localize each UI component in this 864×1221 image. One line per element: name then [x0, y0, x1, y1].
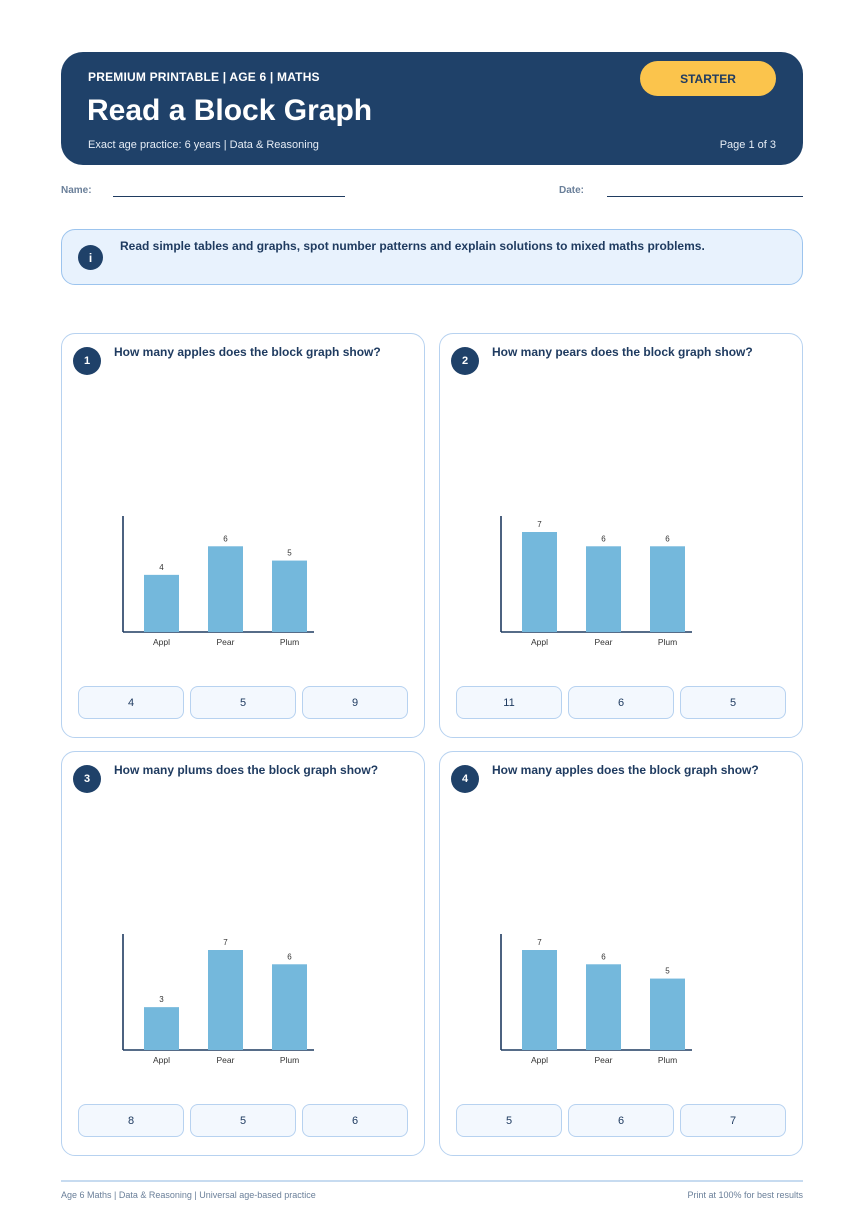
data-label: 6 [601, 952, 606, 961]
bar [144, 574, 179, 632]
data-label: 6 [665, 534, 670, 543]
header-subtitle: Exact age practice: 6 years | Data & Rea… [88, 139, 319, 151]
block-graph: 7 Appl 6 Pear 6 Plum [500, 516, 692, 647]
data-label: 3 [159, 995, 164, 1004]
question-text: How many apples does the block graph sho… [114, 345, 381, 359]
info-icon: i [78, 245, 103, 270]
bar [208, 546, 243, 632]
bar [586, 546, 621, 632]
level-badge: STARTER [640, 61, 776, 96]
x-tick-label: Plum [280, 1055, 299, 1065]
name-label: Name: [61, 185, 92, 196]
question-card: 2 How many pears does the block graph sh… [439, 333, 803, 738]
instructions-box: i Read simple tables and graphs, spot nu… [61, 229, 803, 285]
x-tick-label: Appl [153, 637, 170, 647]
footer-divider [61, 1180, 803, 1182]
bar [144, 1007, 179, 1050]
date-label: Date: [559, 185, 585, 196]
data-label: 7 [537, 938, 542, 947]
question-text: How many pears does the block graph show… [492, 345, 753, 359]
question-card: 1 How many apples does the block graph s… [61, 333, 425, 738]
answer-option[interactable]: 6 [568, 686, 674, 719]
x-tick-label: Pear [217, 1055, 235, 1065]
answer-option[interactable]: 6 [302, 1104, 408, 1137]
answer-option[interactable]: 9 [302, 686, 408, 719]
data-label: 6 [223, 534, 228, 543]
question-text: How many plums does the block graph show… [114, 763, 379, 777]
answer-option[interactable]: 4 [78, 686, 184, 719]
data-label: 5 [665, 967, 670, 976]
question-number: 2 [451, 347, 479, 375]
worksheet-header: PREMIUM PRINTABLE | AGE 6 | MATHS Read a… [61, 52, 803, 165]
x-tick-label: Plum [658, 1055, 677, 1065]
x-tick-label: Pear [217, 637, 235, 647]
date-line[interactable] [607, 196, 803, 197]
page-indicator: Page 1 of 3 [719, 139, 776, 151]
x-tick-label: Appl [531, 637, 548, 647]
bar [522, 532, 557, 632]
bar [208, 950, 243, 1050]
bar [522, 950, 557, 1050]
x-tick-label: Pear [595, 637, 613, 647]
question-number: 3 [73, 765, 101, 793]
answer-option[interactable]: 5 [456, 1104, 562, 1137]
data-label: 6 [601, 534, 606, 543]
question-number: 4 [451, 765, 479, 793]
bar [650, 978, 685, 1050]
instructions-text: Read simple tables and graphs, spot numb… [120, 239, 705, 253]
question-number: 1 [73, 347, 101, 375]
answer-option[interactable]: 8 [78, 1104, 184, 1137]
bar [586, 964, 621, 1050]
bar [272, 964, 307, 1050]
x-tick-label: Appl [153, 1055, 170, 1065]
question-text: How many apples does the block graph sho… [492, 763, 759, 777]
bar [272, 560, 307, 632]
answer-option[interactable]: 11 [456, 686, 562, 719]
block-graph: 3 Appl 7 Pear 6 Plum [122, 934, 314, 1065]
answer-option[interactable]: 5 [190, 686, 296, 719]
name-line[interactable] [113, 196, 345, 197]
answer-option[interactable]: 7 [680, 1104, 786, 1137]
block-graph: 7 Appl 6 Pear 5 Plum [500, 934, 692, 1065]
data-label: 6 [287, 952, 292, 961]
block-graph: 4 Appl 6 Pear 5 Plum [122, 516, 314, 647]
answer-option[interactable]: 6 [568, 1104, 674, 1137]
data-label: 7 [537, 520, 542, 529]
header-kicker: PREMIUM PRINTABLE | AGE 6 | MATHS [88, 70, 320, 84]
footer-text: Age 6 Maths | Data & Reasoning | Univers… [61, 1190, 316, 1200]
footer-print-note: Print at 100% for best results [687, 1190, 803, 1200]
question-card: 4 How many apples does the block graph s… [439, 751, 803, 1156]
answer-option[interactable]: 5 [680, 686, 786, 719]
x-tick-label: Pear [595, 1055, 613, 1065]
data-label: 4 [159, 563, 164, 572]
page-title: Read a Block Graph [87, 94, 373, 127]
x-tick-label: Appl [531, 1055, 548, 1065]
answer-option[interactable]: 5 [190, 1104, 296, 1137]
x-tick-label: Plum [658, 637, 677, 647]
question-card: 3 How many plums does the block graph sh… [61, 751, 425, 1156]
data-label: 5 [287, 549, 292, 558]
data-label: 7 [223, 938, 228, 947]
bar [650, 546, 685, 632]
x-tick-label: Plum [280, 637, 299, 647]
